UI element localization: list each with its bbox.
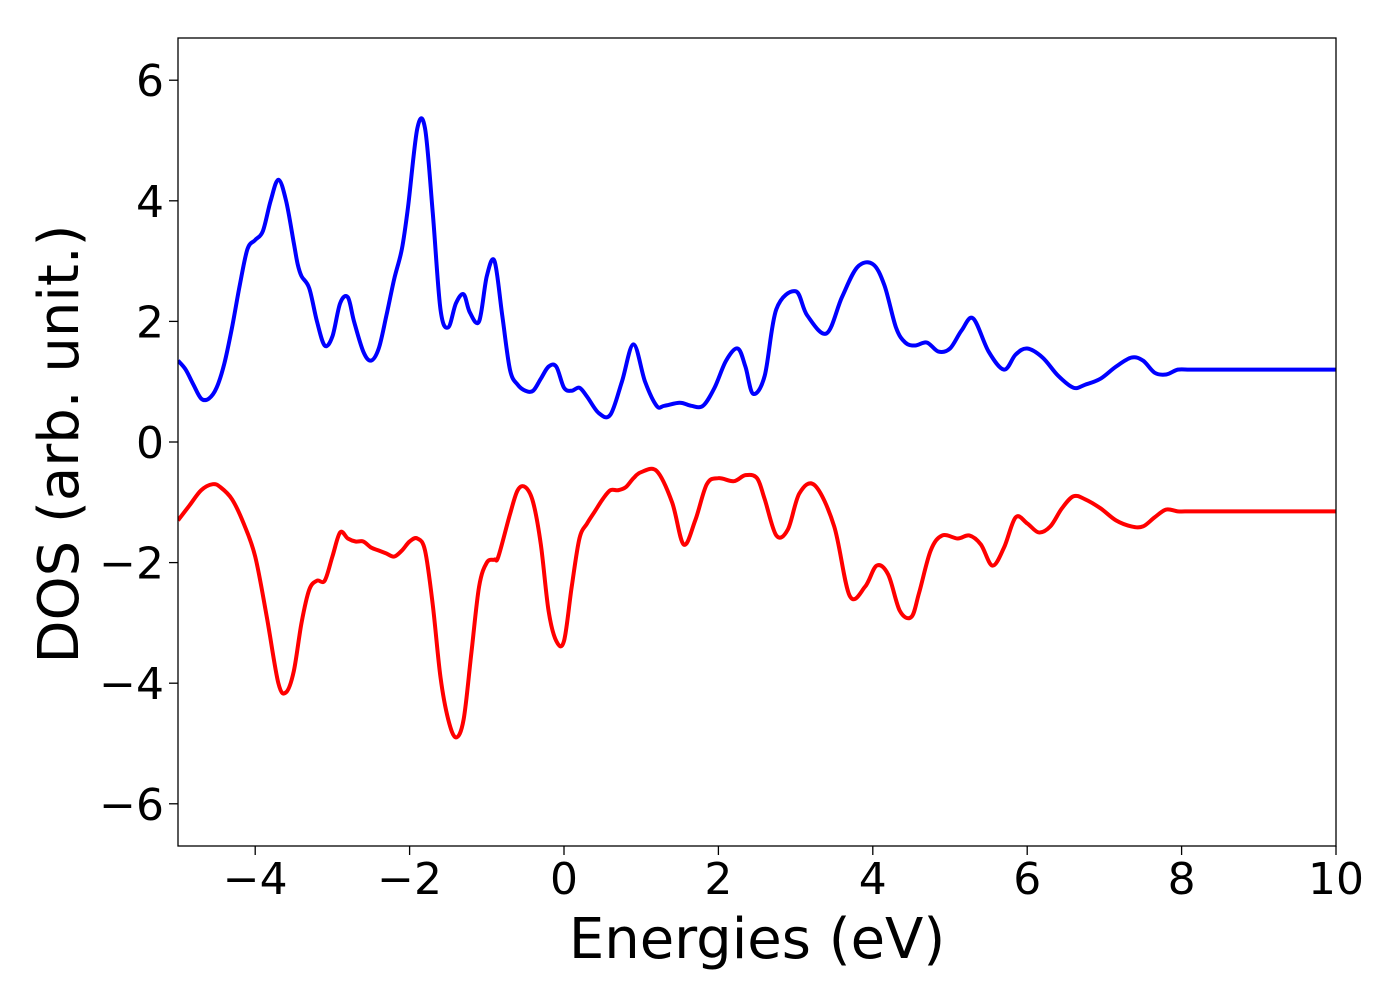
- y-tick-label: 2: [136, 297, 164, 348]
- plot-area: [178, 116, 1336, 740]
- y-axis-label: DOS (arb. unit.): [27, 224, 92, 663]
- y-tick-label: −2: [99, 539, 164, 590]
- x-axis-label: Energies (eV): [569, 907, 945, 972]
- y-tick-label: 6: [136, 56, 164, 107]
- x-tick-label: −4: [223, 854, 288, 905]
- x-tick-label: 0: [550, 854, 578, 905]
- x-tick-label: 8: [1168, 854, 1196, 905]
- y-tick-label: −6: [99, 780, 164, 831]
- x-tick-label: 10: [1308, 854, 1364, 905]
- series-line-spin-up: [178, 116, 1336, 420]
- series-line-spin-down: [178, 466, 1336, 740]
- y-tick-label: 4: [136, 177, 164, 228]
- y-tick-label: 0: [136, 418, 164, 469]
- axes-frame: [177, 37, 1337, 847]
- y-tick-label: −4: [99, 659, 164, 710]
- y-axis: −6 −4 −2 0 2 4 6: [99, 56, 178, 831]
- x-axis: −4 −2 0 2 4 6 8 10: [223, 846, 1364, 905]
- x-tick-label: −2: [377, 854, 442, 905]
- x-tick-label: 2: [704, 854, 732, 905]
- x-tick-label: 4: [859, 854, 887, 905]
- x-tick-label: 6: [1013, 854, 1041, 905]
